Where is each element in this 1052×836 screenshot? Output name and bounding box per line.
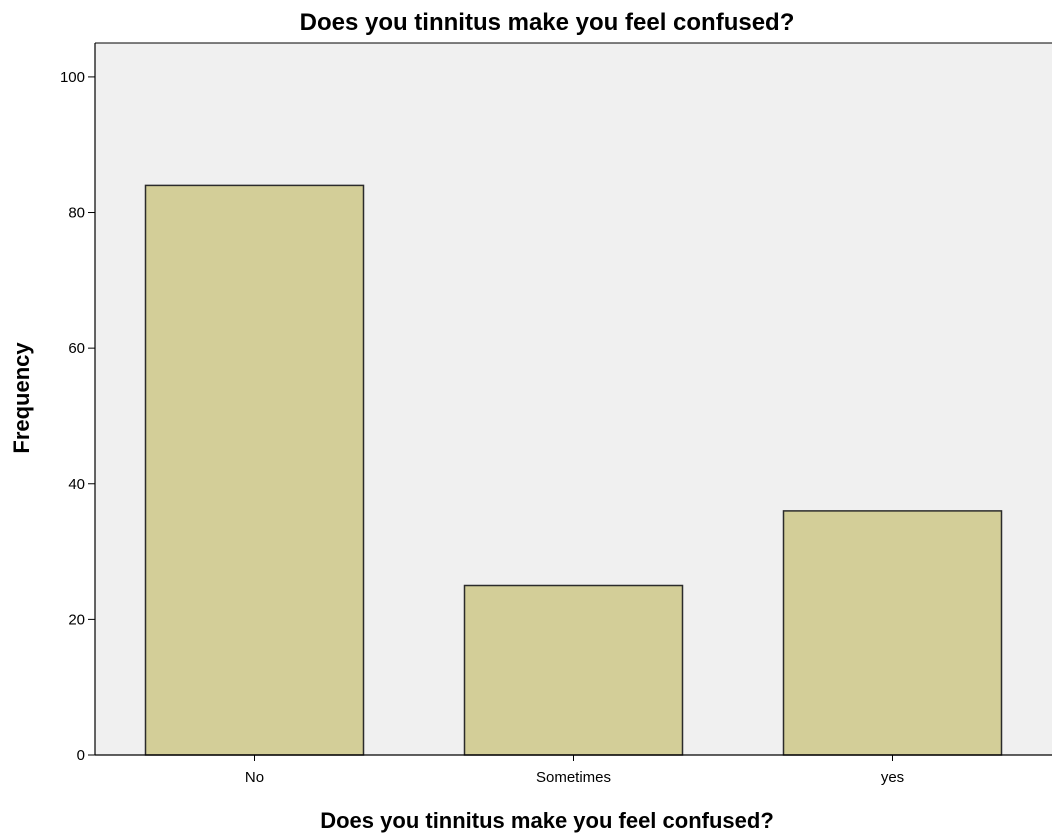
chart-title: Does you tinnitus make you feel confused… (300, 9, 795, 36)
x-tick-label: yes (881, 769, 904, 786)
x-axis-title: Does you tinnitus make you feel confused… (320, 808, 774, 833)
plot-area: No Sometimes yes 0 20 40 60 80 100 (60, 42, 1052, 786)
x-tick-label: No (245, 769, 264, 786)
bar-sometimes (463, 584, 684, 756)
bar-yes (782, 510, 1003, 756)
x-tick-label: Sometimes (536, 769, 611, 786)
y-tick-label: 20 (68, 611, 85, 628)
y-tick-label: 0 (77, 747, 85, 764)
y-tick-label: 80 (68, 205, 85, 222)
bar-no (144, 184, 365, 756)
y-tick-label: 40 (68, 476, 85, 493)
y-tick-label: 60 (68, 340, 85, 357)
y-tick-label: 100 (60, 69, 85, 86)
y-axis-title: Frequency (9, 342, 34, 454)
